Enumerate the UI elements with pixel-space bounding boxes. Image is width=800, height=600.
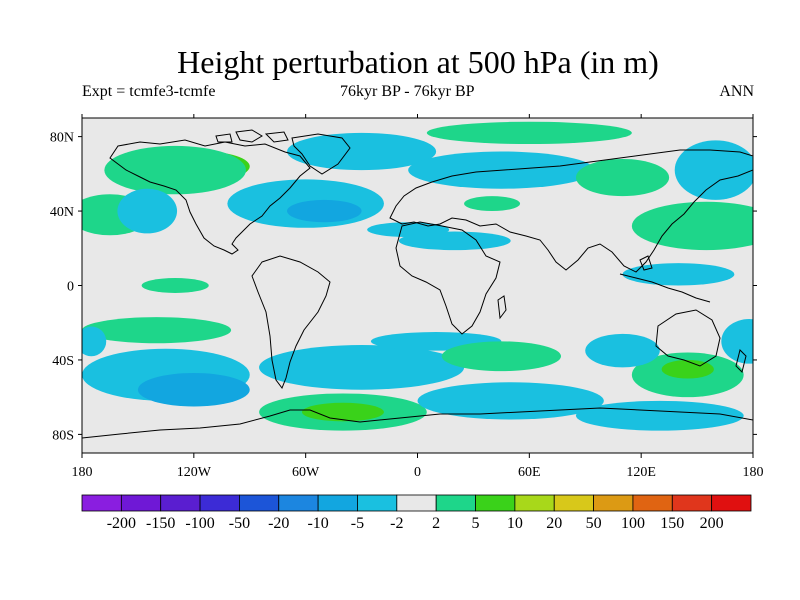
colorbar-label: 2 bbox=[432, 515, 440, 532]
coastline-south-america bbox=[251, 255, 331, 390]
colorbar-swatch-13 bbox=[593, 494, 634, 512]
colorbar-swatch-2 bbox=[160, 494, 201, 512]
contour-region-33 bbox=[82, 326, 107, 357]
contour-region-23 bbox=[301, 402, 384, 422]
colorbar-label: 200 bbox=[700, 515, 724, 532]
contour-region-18 bbox=[141, 278, 209, 293]
colorbar-swatch-9 bbox=[435, 494, 476, 512]
coastline-north-america bbox=[109, 139, 311, 255]
coastline-antarctica bbox=[82, 407, 753, 439]
colorbar-swatch-0 bbox=[81, 494, 122, 512]
colorbar-label: -50 bbox=[229, 515, 250, 532]
contour-region-7 bbox=[287, 132, 437, 171]
colorbar-swatch-11 bbox=[514, 494, 555, 512]
contour-region-6 bbox=[117, 188, 178, 234]
colorbar-label: 150 bbox=[660, 515, 684, 532]
contour-region-17 bbox=[398, 231, 511, 251]
lat-tick-label: 40S bbox=[52, 354, 74, 369]
colorbar-swatch-14 bbox=[632, 494, 673, 512]
colorbar-label: 20 bbox=[546, 515, 562, 532]
coastline-eurasia bbox=[389, 149, 753, 273]
period-label: 76kyr BP - 76kyr BP bbox=[340, 83, 475, 100]
lat-tick-label: 80N bbox=[50, 131, 74, 146]
experiment-label: Expt = tcmfe3-tcmfe bbox=[82, 83, 216, 100]
colorbar-label: -100 bbox=[185, 515, 214, 532]
lat-tick-label: 40N bbox=[50, 205, 74, 220]
colorbar-label: -2 bbox=[390, 515, 403, 532]
colorbar-label: 5 bbox=[472, 515, 480, 532]
contour-region-26 bbox=[441, 341, 562, 372]
lon-tick-label: 120W bbox=[177, 465, 212, 480]
lon-tick-label: 120E bbox=[626, 465, 656, 480]
coastline-canadian-archipelago bbox=[215, 129, 289, 143]
contour-region-8 bbox=[426, 121, 632, 145]
colorbar-label: 100 bbox=[621, 515, 645, 532]
colorbar-swatch-4 bbox=[239, 494, 280, 512]
contour-region-24 bbox=[259, 345, 465, 390]
season-label: ANN bbox=[719, 83, 754, 100]
colorbar-swatch-16 bbox=[711, 494, 752, 512]
contour-regions bbox=[82, 121, 753, 431]
lon-tick-label: 60E bbox=[518, 465, 541, 480]
lon-tick-label: 60W bbox=[292, 465, 320, 480]
colorbar-label: -5 bbox=[351, 515, 364, 532]
colorbar-swatch-5 bbox=[278, 494, 319, 512]
contour-region-5 bbox=[287, 199, 362, 223]
coastline-madagascar bbox=[497, 295, 507, 320]
colorbar-label: 10 bbox=[507, 515, 523, 532]
contour-region-31 bbox=[575, 400, 744, 431]
lon-tick-label: 0 bbox=[414, 465, 421, 480]
contour-region-21 bbox=[137, 372, 250, 407]
colorbar-swatch-7 bbox=[357, 494, 398, 512]
contour-region-11 bbox=[674, 140, 753, 200]
colorbar-swatch-3 bbox=[199, 494, 240, 512]
coastlines bbox=[82, 129, 753, 439]
contour-region-32 bbox=[721, 319, 753, 364]
contour-region-10 bbox=[575, 158, 670, 197]
contour-region-15 bbox=[464, 196, 521, 212]
colorbar-label: -150 bbox=[146, 515, 175, 532]
contour-region-29 bbox=[661, 359, 714, 379]
colorbar-swatch-8 bbox=[396, 494, 437, 512]
colorbar-label: 50 bbox=[586, 515, 602, 532]
coastline-africa bbox=[395, 221, 501, 335]
contour-region-1 bbox=[104, 145, 247, 195]
colorbar-label: -10 bbox=[307, 515, 328, 532]
contour-region-13 bbox=[631, 201, 753, 251]
contour-region-19 bbox=[82, 317, 232, 344]
colorbar-label: -20 bbox=[268, 515, 289, 532]
colorbar-swatch-12 bbox=[553, 494, 594, 512]
colorbar-label: -200 bbox=[107, 515, 136, 532]
lat-tick-label: 80S bbox=[52, 428, 74, 443]
axis-ticks bbox=[78, 114, 757, 458]
lat-tick-label: 0 bbox=[67, 280, 74, 295]
colorbar bbox=[81, 494, 752, 512]
colorbar-swatch-1 bbox=[120, 494, 162, 512]
colorbar-swatch-10 bbox=[475, 494, 516, 512]
colorbar-labels: -200 -150 -100 -50 -20 -10 -5 -2 2 5 10 20 50 100 150 2… bbox=[107, 515, 724, 532]
coastline-greenland bbox=[291, 133, 351, 175]
axis-tick-labels: 180 120W 60W 0 60E 120E 180 80N 40N 0 40S 80S bbox=[50, 131, 764, 480]
lon-tick-label: 180 bbox=[72, 465, 93, 480]
coastline-australia bbox=[655, 309, 721, 367]
coastline-new-zealand bbox=[735, 349, 747, 373]
contour-region-14 bbox=[622, 263, 735, 286]
coastline-southeast-asia bbox=[619, 255, 711, 303]
colorbar-swatch-15 bbox=[671, 494, 713, 512]
map-title: Height perturbation at 500 hPa (in m) bbox=[177, 44, 659, 80]
contour-region-30 bbox=[585, 333, 660, 368]
colorbar-swatch-6 bbox=[317, 494, 358, 512]
lon-tick-label: 180 bbox=[743, 465, 764, 480]
